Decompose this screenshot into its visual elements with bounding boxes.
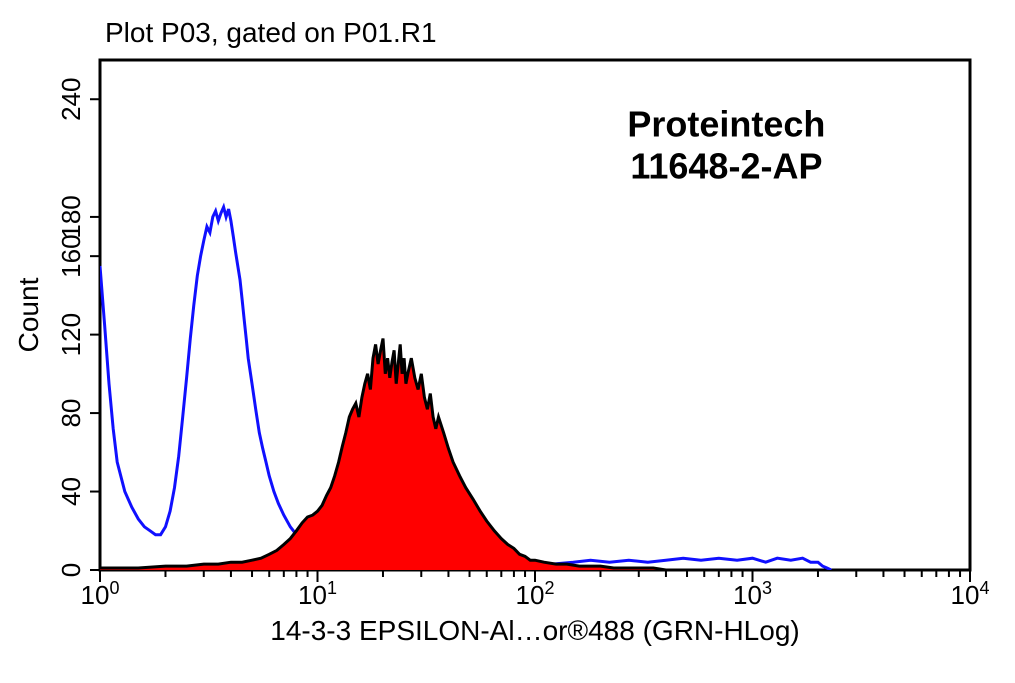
y-tick-label: 40 (56, 477, 86, 506)
chart-container: Plot P03, gated on P01.R1 Count 14-3-3 EPS… (0, 0, 1015, 683)
annotation-brand: Proteintech (627, 104, 825, 145)
y-axis-label: Count (13, 277, 44, 352)
y-tick-label: 180 (56, 195, 86, 238)
annotation-catalog: 11648-2-AP (630, 146, 822, 187)
y-tick-label: 120 (56, 313, 86, 356)
flow-cytometry-histogram: Plot P03, gated on P01.R1 Count 14-3-3 EPS… (0, 0, 1015, 683)
y-tick-label: 0 (56, 563, 86, 577)
x-axis-label: 14-3-3 EPSILON-Al…or®488 (GRN-HLog) (270, 615, 799, 646)
y-tick-label: 160 (56, 234, 86, 277)
y-tick-label: 240 (56, 78, 86, 121)
chart-title: Plot P03, gated on P01.R1 (105, 17, 437, 48)
y-tick-label: 80 (56, 399, 86, 428)
